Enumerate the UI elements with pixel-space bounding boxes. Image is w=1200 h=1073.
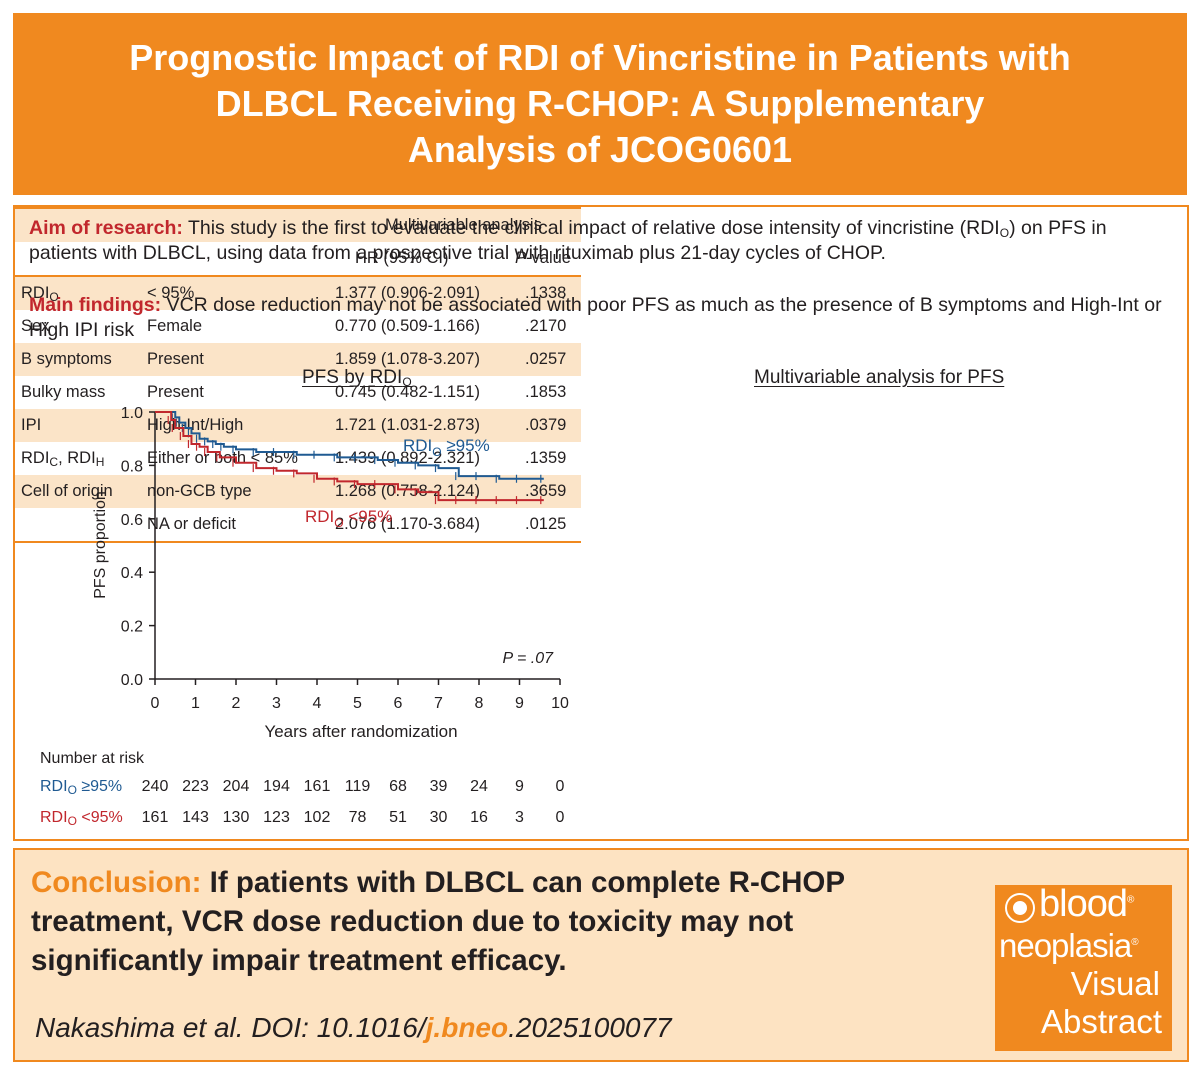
y-tick-label: 1.0 — [121, 405, 143, 422]
logo-word-neoplasia: neoplasia® — [999, 927, 1139, 964]
page-title: Prognostic Impact of RDI of Vincristine … — [129, 37, 1071, 170]
risk-label-low: RDIO <95% — [40, 809, 123, 828]
x-tick-label: 2 — [232, 695, 241, 712]
risk-value: 143 — [182, 809, 209, 826]
risk-value: 51 — [389, 809, 407, 826]
risk-value: 0 — [555, 809, 565, 826]
x-tick-label: 7 — [434, 695, 443, 712]
multivariable-table: Multivariable analysis HR (95% CI) P-val… — [15, 207, 581, 543]
risk-value: 30 — [429, 809, 448, 826]
x-tick-label: 8 — [475, 695, 484, 712]
series-label-high: RDIO ≥95% — [403, 436, 490, 459]
x-tick-label: 0 — [151, 695, 160, 712]
table-row: RDIO < 95% 1.377 (0.906-2.091) .1338 — [15, 276, 581, 310]
series-label-low: RDIO <95% — [305, 507, 392, 530]
findings-label: Main findings: — [29, 294, 162, 316]
x-tick-label: 5 — [353, 695, 362, 712]
risk-value: 24 — [470, 778, 488, 795]
risk-value: 130 — [222, 809, 250, 826]
p-value-annotation: P = .07 — [502, 650, 554, 667]
y-axis-label: PFS proportion — [92, 491, 109, 599]
y-tick-label: 0.6 — [121, 512, 143, 529]
risk-value: 39 — [429, 778, 448, 795]
table-column-header: HR (95% CI) P-value — [15, 242, 581, 277]
table-row: Cell of origin non-GCB type 1.268 (0.758… — [15, 475, 581, 508]
risk-value: 16 — [470, 809, 488, 826]
x-tick-label: 6 — [394, 695, 403, 712]
table-row: B symptoms Present 1.859 (1.078-3.207) .… — [15, 343, 581, 376]
conclusion-panel: Conclusion: If patients with DLBCL can c… — [13, 848, 1189, 1062]
main-panel: Aim of research: This study is the first… — [13, 205, 1189, 841]
risk-value: 78 — [348, 809, 367, 826]
risk-value: 9 — [515, 778, 524, 795]
risk-value: 161 — [141, 809, 169, 826]
risk-title: Number at risk — [40, 750, 145, 767]
risk-value: 0 — [555, 778, 565, 795]
aim-label: Aim of research: — [29, 217, 183, 239]
x-tick-label: 4 — [313, 695, 322, 712]
conclusion-label: Conclusion: — [31, 866, 202, 899]
y-tick-label: 0.8 — [121, 458, 143, 475]
logo-word-visual: Visual — [1070, 965, 1160, 1002]
risk-value: 194 — [263, 778, 290, 795]
logo-word-abstract: Abstract — [1040, 1003, 1162, 1040]
logo-word-blood: blood® — [1039, 883, 1134, 925]
risk-value: 161 — [303, 778, 331, 795]
aim-paragraph: Aim of research: This study is the first… — [29, 217, 1107, 264]
risk-value: 204 — [222, 778, 250, 795]
risk-value: 119 — [344, 778, 371, 795]
table-row: NA or deficit 2.076 (1.170-3.684) .0125 — [15, 508, 581, 543]
header-banner: Prognostic Impact of RDI of Vincristine … — [13, 13, 1187, 195]
table-row: Bulky mass Present 0.745 (0.482-1.151) .… — [21, 383, 567, 401]
blood-neoplasia-logo: blood® neoplasia® Visual Abstract — [995, 883, 1172, 1051]
km-chart: 0.0 0.2 0.4 0.6 0.8 1.0 0 1 2 3 4 5 6 7 8 9 10 PFS prop… — [92, 405, 569, 741]
chart-title: PFS by RDIO — [302, 367, 412, 389]
x-tick-label: 10 — [551, 695, 569, 712]
table-row: Sex Female 0.770 (0.509-1.166) .2170 — [21, 317, 567, 335]
risk-value: 102 — [303, 809, 331, 826]
conclusion-text: Conclusion: If patients with DLBCL can c… — [31, 866, 845, 977]
risk-value: 223 — [182, 778, 209, 795]
y-tick-label: 0.4 — [121, 565, 143, 582]
risk-label-high: RDIO ≥95% — [40, 778, 123, 797]
x-tick-label: 1 — [191, 695, 200, 712]
x-tick-label: 9 — [515, 695, 524, 712]
risk-value: 123 — [263, 809, 290, 826]
table-row: IPI High-Int/High 1.721 (1.031-2.873) .0… — [15, 409, 581, 442]
risk-value: 240 — [141, 778, 169, 795]
table-group-header: Multivariable analysis — [15, 207, 581, 242]
risk-value: 68 — [389, 778, 407, 795]
findings-paragraph: Main findings: VCR dose reduction may no… — [29, 294, 1162, 341]
x-axis-label: Years after randomization — [264, 722, 457, 741]
y-tick-label: 0.2 — [121, 619, 143, 636]
y-tick-label: 0.0 — [121, 672, 143, 689]
risk-value: 3 — [515, 809, 524, 826]
x-tick-label: 3 — [272, 695, 281, 712]
series-line-high — [155, 411, 544, 480]
citation: Nakashima et al. DOI: 10.1016/j.bneo.202… — [35, 1012, 672, 1043]
seal-icon — [1005, 893, 1035, 923]
series-line-low — [155, 411, 544, 502]
table-title: Multivariable analysis for PFS — [754, 367, 1005, 388]
